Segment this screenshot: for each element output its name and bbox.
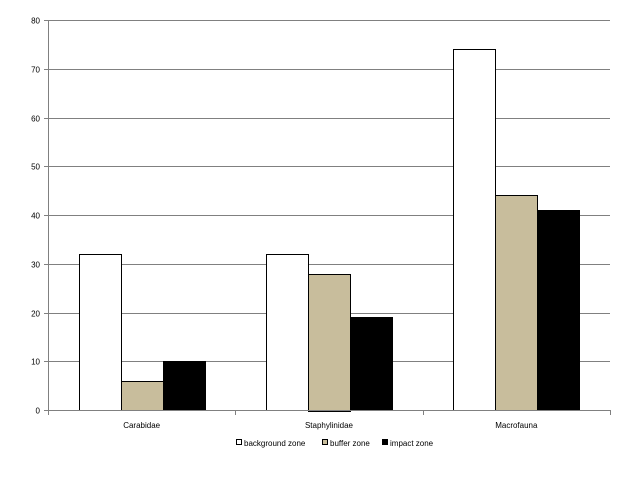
y-tick-label: 80 <box>31 17 40 26</box>
x-category-label: Macrofauna <box>495 421 538 430</box>
bar-background-zone-macrofauna <box>453 49 496 411</box>
y-tick-label: 20 <box>31 310 40 319</box>
x-category-label: Staphylinidae <box>305 421 354 430</box>
y-tick-label: 30 <box>31 261 40 270</box>
legend-label-impact-zone: impact zone <box>390 439 434 448</box>
bar-background-zone-staphylinidae <box>266 254 309 411</box>
y-tick-label: 0 <box>36 407 41 416</box>
legend-swatch-background-zone <box>236 439 242 445</box>
bar-buffer-zone-macrofauna <box>495 195 538 411</box>
y-tick-label: 10 <box>31 358 40 367</box>
legend: background zone buffer zone impact zone <box>236 439 434 448</box>
y-axis: 0 10 20 30 40 50 60 70 80 <box>31 17 49 416</box>
bar-impact-zone-carabidae <box>163 361 206 411</box>
bar-background-zone-carabidae <box>79 254 122 411</box>
y-tick-label: 50 <box>31 163 40 172</box>
legend-label-background-zone: background zone <box>244 439 306 448</box>
bars <box>79 49 580 412</box>
legend-swatch-buffer-zone <box>322 439 328 445</box>
x-axis: Carabidae Staphylinidae Macrofauna <box>48 410 611 430</box>
y-tick-label: 70 <box>31 66 40 75</box>
y-tick-label: 40 <box>31 212 40 221</box>
legend-label-buffer-zone: buffer zone <box>330 439 370 448</box>
bar-impact-zone-macrofauna <box>537 210 580 411</box>
bar-buffer-zone-carabidae <box>121 381 164 411</box>
bar-buffer-zone-staphylinidae <box>308 274 351 412</box>
gridlines <box>48 20 610 362</box>
y-tick-label: 60 <box>31 115 40 124</box>
bar-impact-zone-staphylinidae <box>350 317 393 411</box>
legend-swatch-impact-zone <box>382 439 388 445</box>
x-category-label: Carabidae <box>123 421 160 430</box>
